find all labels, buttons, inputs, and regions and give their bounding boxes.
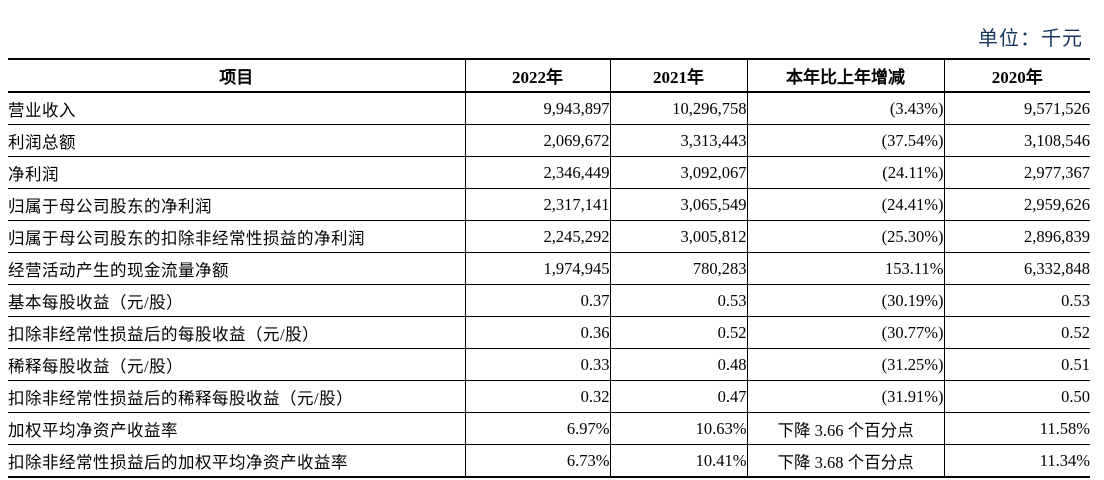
value-2020-cell: 0.53 <box>943 284 1090 317</box>
value-2022-cell: 9,943,897 <box>464 91 611 125</box>
value-change-cell: (31.91%) <box>746 380 945 413</box>
item-cell: 经营活动产生的现金流量净额 <box>8 252 466 285</box>
value-change-cell: (37.54%) <box>746 124 945 157</box>
value-change-cell: (25.30%) <box>746 220 945 253</box>
value-change-cell: 下降 3.68 个百分点 <box>746 444 945 478</box>
item-cell: 归属于母公司股东的净利润 <box>8 188 466 221</box>
value-2021-cell: 10.41% <box>609 444 748 478</box>
value-2022-cell: 2,245,292 <box>464 220 611 253</box>
value-2022-cell: 0.37 <box>464 284 611 317</box>
value-2021-cell: 0.52 <box>609 316 748 349</box>
value-2022-cell: 2,317,141 <box>464 188 611 221</box>
table-row: 经营活动产生的现金流量净额 1,974,945 780,283 153.11% … <box>8 252 1090 285</box>
value-2022-cell: 6.73% <box>464 444 611 478</box>
unit-label: 单位：千元 <box>978 28 1083 50</box>
value-change-cell: (3.43%) <box>746 91 945 125</box>
header-change: 本年比上年增减 <box>746 58 945 93</box>
value-2021-cell: 780,283 <box>609 252 748 285</box>
value-2020-cell: 0.52 <box>943 316 1090 349</box>
table-row: 扣除非经常性损益后的加权平均净资产收益率 6.73% 10.41% 下降 3.6… <box>8 444 1090 478</box>
value-change-cell: 153.11% <box>746 252 945 285</box>
value-2022-cell: 1,974,945 <box>464 252 611 285</box>
table-row: 加权平均净资产收益率 6.97% 10.63% 下降 3.66 个百分点 11.… <box>8 412 1090 445</box>
table-row: 营业收入 9,943,897 10,296,758 (3.43%) 9,571,… <box>8 91 1090 125</box>
value-change-cell: (24.41%) <box>746 188 945 221</box>
item-cell: 加权平均净资产收益率 <box>8 412 466 445</box>
value-2022-cell: 0.32 <box>464 380 611 413</box>
item-cell: 基本每股收益（元/股） <box>8 284 466 317</box>
value-2021-cell: 3,005,812 <box>609 220 748 253</box>
value-2020-cell: 3,108,546 <box>943 124 1090 157</box>
value-2020-cell: 2,977,367 <box>943 156 1090 189</box>
table-row: 扣除非经常性损益后的每股收益（元/股） 0.36 0.52 (30.77%) 0… <box>8 316 1090 349</box>
value-change-cell: (31.25%) <box>746 348 945 381</box>
value-2020-cell: 2,959,626 <box>943 188 1090 221</box>
value-2021-cell: 0.48 <box>609 348 748 381</box>
value-2021-cell: 3,065,549 <box>609 188 748 221</box>
value-2022-cell: 0.36 <box>464 316 611 349</box>
value-2021-cell: 3,313,443 <box>609 124 748 157</box>
value-2022-cell: 0.33 <box>464 348 611 381</box>
item-cell: 扣除非经常性损益后的稀释每股收益（元/股） <box>8 380 466 413</box>
value-2020-cell: 11.34% <box>943 444 1090 478</box>
financial-summary-table: 项目 2022年 2021年 本年比上年增减 2020年 营业收入 9,943,… <box>8 58 1090 478</box>
item-cell: 利润总额 <box>8 124 466 157</box>
table-header-row: 项目 2022年 2021年 本年比上年增减 2020年 <box>8 58 1090 93</box>
item-cell: 扣除非经常性损益后的加权平均净资产收益率 <box>8 444 466 478</box>
header-2021: 2021年 <box>609 58 748 93</box>
table-row: 基本每股收益（元/股） 0.37 0.53 (30.19%) 0.53 <box>8 284 1090 317</box>
table-row: 归属于母公司股东的净利润 2,317,141 3,065,549 (24.41%… <box>8 188 1090 221</box>
header-item: 项目 <box>8 58 466 93</box>
value-2022-cell: 2,069,672 <box>464 124 611 157</box>
header-2022: 2022年 <box>464 58 611 93</box>
value-2020-cell: 6,332,848 <box>943 252 1090 285</box>
table-row: 扣除非经常性损益后的稀释每股收益（元/股） 0.32 0.47 (31.91%)… <box>8 380 1090 413</box>
value-2022-cell: 6.97% <box>464 412 611 445</box>
item-cell: 稀释每股收益（元/股） <box>8 348 466 381</box>
value-2021-cell: 10.63% <box>609 412 748 445</box>
item-cell: 营业收入 <box>8 91 466 125</box>
table-row: 稀释每股收益（元/股） 0.33 0.48 (31.25%) 0.51 <box>8 348 1090 381</box>
value-2020-cell: 9,571,526 <box>943 91 1090 125</box>
value-change-cell: (30.77%) <box>746 316 945 349</box>
item-cell: 净利润 <box>8 156 466 189</box>
value-2020-cell: 0.50 <box>943 380 1090 413</box>
table-row: 归属于母公司股东的扣除非经常性损益的净利润 2,245,292 3,005,81… <box>8 220 1090 253</box>
value-change-cell: 下降 3.66 个百分点 <box>746 412 945 445</box>
value-2022-cell: 2,346,449 <box>464 156 611 189</box>
table-row: 利润总额 2,069,672 3,313,443 (37.54%) 3,108,… <box>8 124 1090 157</box>
value-2020-cell: 2,896,839 <box>943 220 1090 253</box>
value-2021-cell: 3,092,067 <box>609 156 748 189</box>
item-cell: 归属于母公司股东的扣除非经常性损益的净利润 <box>8 220 466 253</box>
value-2020-cell: 0.51 <box>943 348 1090 381</box>
value-2021-cell: 10,296,758 <box>609 91 748 125</box>
value-2021-cell: 0.53 <box>609 284 748 317</box>
item-cell: 扣除非经常性损益后的每股收益（元/股） <box>8 316 466 349</box>
value-2020-cell: 11.58% <box>943 412 1090 445</box>
value-change-cell: (24.11%) <box>746 156 945 189</box>
table-row: 净利润 2,346,449 3,092,067 (24.11%) 2,977,3… <box>8 156 1090 189</box>
value-change-cell: (30.19%) <box>746 284 945 317</box>
header-2020: 2020年 <box>943 58 1090 93</box>
value-2021-cell: 0.47 <box>609 380 748 413</box>
